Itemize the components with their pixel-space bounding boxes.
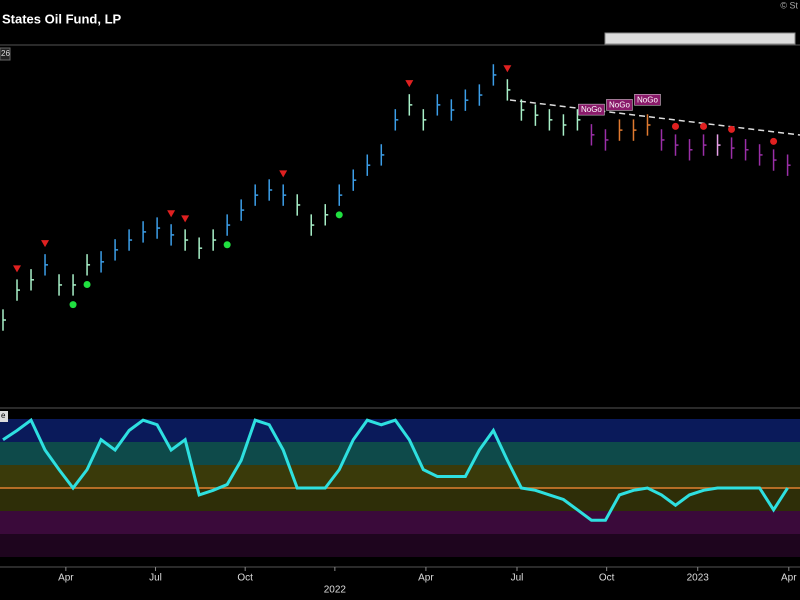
x-tick-label: Oct (237, 573, 253, 584)
x-tick-label: 2023 (687, 573, 710, 584)
sell-arrow (503, 65, 512, 73)
band (0, 419, 800, 442)
band (0, 465, 800, 488)
nogo-dot (700, 122, 708, 130)
badge-box (0, 47, 11, 61)
x-tick-label: Jul (511, 573, 524, 584)
copyright: © St (780, 0, 798, 10)
toolbar-box (604, 32, 796, 45)
band (0, 534, 800, 557)
nogo-dot (770, 137, 778, 145)
sell-arrow (13, 265, 22, 273)
label-box (0, 411, 8, 422)
nogo-dot (672, 122, 680, 130)
band (0, 488, 800, 511)
panel-label: e (1, 411, 6, 420)
band (0, 442, 800, 465)
annotation-box (634, 94, 661, 106)
sell-arrow (279, 170, 288, 178)
badge: 26 (1, 49, 10, 58)
sell-arrow (405, 80, 414, 88)
x-tick-label: Apr (58, 573, 74, 584)
nogo-dot (728, 125, 736, 133)
annotation: NoGo (609, 101, 630, 110)
x-tick-label: Jul (149, 573, 162, 584)
buy-dot (335, 211, 343, 219)
x-tick-label: Apr (418, 573, 434, 584)
sell-arrow (181, 215, 190, 223)
oscillator-line (2, 417, 789, 522)
annotation: NoGo (637, 95, 658, 104)
annotation: NoGo (581, 105, 602, 114)
annotation-box (606, 99, 633, 111)
buy-dot (69, 301, 77, 309)
buy-dot (83, 281, 91, 289)
sell-arrow (41, 240, 50, 248)
x-tick-label: 2022 (324, 585, 347, 596)
x-tick-label: Apr (781, 573, 797, 584)
x-tick-label: Oct (599, 573, 615, 584)
band (0, 511, 800, 534)
trend-line (509, 99, 800, 136)
buy-dot (223, 241, 231, 249)
chart-title: States Oil Fund, LP (2, 11, 122, 26)
sell-arrow (167, 210, 176, 218)
annotation-box (578, 103, 605, 116)
